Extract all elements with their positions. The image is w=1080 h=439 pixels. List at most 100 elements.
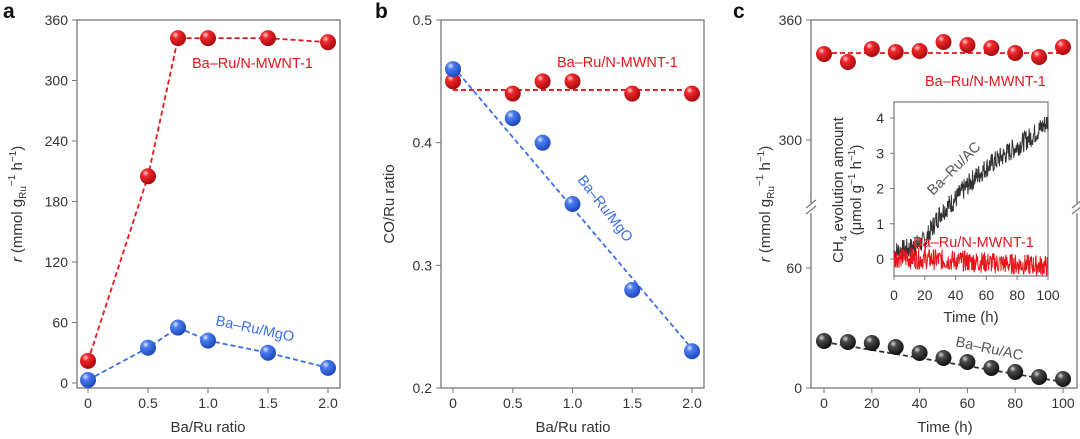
inset-chart: 0 20 40 60 80 100 0 1 2 3 4 Time (h) CH4 evolution…	[830, 101, 1060, 326]
data-point	[320, 34, 336, 51]
data-point	[445, 73, 461, 90]
inset-y-tick-label: 3	[876, 145, 884, 161]
data-point	[564, 196, 581, 212]
inset-x-tick-label: 20	[917, 287, 933, 303]
x-axis-title: Ba/Ru ratio	[535, 419, 610, 436]
inset-series-label-red: Ba–Ru/N-MWNT-1	[913, 235, 1034, 251]
x-tick-label: 1.5	[623, 395, 643, 411]
y-tick-label: 0.4	[413, 135, 433, 151]
panel-a: 0 0.5 1.0 1.5 2.0 0 60 120 180 240 300 360 Ba/Ru ra…	[7, 12, 341, 436]
data-point	[816, 333, 832, 349]
y-tick-label: 240	[45, 133, 69, 149]
data-point	[959, 37, 976, 53]
inset-y-tick-label: 0	[876, 251, 884, 267]
data-point	[935, 350, 952, 366]
x-tick-label: 1.0	[198, 395, 218, 411]
data-point	[200, 30, 216, 47]
data-point	[839, 54, 856, 70]
data-point	[887, 44, 904, 60]
data-point	[1031, 49, 1048, 65]
data-point	[260, 344, 276, 361]
data-point	[887, 339, 904, 355]
data-point	[684, 85, 700, 102]
x-tick-label: 60	[960, 395, 976, 411]
data-point	[80, 352, 96, 369]
panel-letter-b: b	[375, 0, 388, 23]
y-tick-label: 0.2	[413, 380, 433, 396]
data-point	[170, 30, 186, 47]
inset-x-tick-label: 0	[890, 287, 898, 303]
x-tick-label: 0.5	[138, 395, 158, 411]
y-axis-title: r (mmol gRu−1 h−1)	[755, 146, 777, 262]
x-tick-label: 80	[1007, 395, 1023, 411]
data-point	[200, 332, 216, 349]
x-tick-label: 2.0	[318, 395, 338, 411]
series-label-blue: Ba–Ru/MgO	[214, 313, 295, 345]
inset-y-axis-title-line1: CH4 evolution amount	[830, 116, 850, 262]
x-tick-label: 40	[912, 395, 928, 411]
x-tick-label: 2.0	[682, 395, 702, 411]
data-point	[911, 345, 928, 361]
inset-series-line	[893, 247, 1049, 277]
data-point	[935, 34, 952, 50]
y-tick-label: 360	[779, 12, 803, 28]
inset-y-tick-label: 2	[876, 181, 884, 197]
data-point	[863, 335, 880, 351]
data-point	[140, 168, 156, 185]
inset-x-tick-label: 80	[1009, 287, 1025, 303]
data-point	[816, 46, 832, 62]
x-axis-title: Ba/Ru ratio	[170, 419, 245, 436]
y-tick-label: 300	[779, 132, 803, 148]
series-fit-line	[87, 326, 329, 381]
data-point	[1031, 369, 1048, 385]
panel-letter-c: c	[733, 0, 745, 23]
x-tick-label: 20	[864, 395, 880, 411]
data-point	[624, 85, 641, 102]
data-point	[80, 371, 96, 388]
data-point	[911, 43, 928, 59]
data-point	[839, 334, 856, 350]
y-tick-label: 0	[794, 380, 802, 396]
data-point	[1007, 364, 1024, 380]
series-label-blue: Ba–Ru/MgO	[574, 173, 636, 246]
y-tick-label: 0	[60, 375, 68, 391]
data-point	[983, 40, 1000, 56]
y-tick-label: 0.3	[413, 257, 433, 273]
inset-y-tick-label: 1	[876, 216, 884, 232]
y-tick-label: 0.5	[413, 12, 433, 28]
data-point	[170, 319, 186, 336]
y-tick-label: 60	[52, 315, 68, 331]
x-tick-label: 0	[84, 395, 92, 411]
y-tick-label: 180	[45, 194, 69, 210]
y-tick-label: 360	[45, 12, 69, 28]
data-point	[504, 85, 521, 102]
inset-x-tick-label: 40	[948, 287, 964, 303]
series-label-red: Ba–Ru/N-MWNT-1	[925, 74, 1046, 90]
data-point	[624, 281, 641, 298]
data-point	[684, 343, 700, 360]
x-tick-label: 0	[449, 395, 457, 411]
data-point	[983, 360, 1000, 376]
x-tick-label: 0.5	[503, 395, 523, 411]
series-fit-line	[87, 37, 329, 362]
data-point	[564, 73, 581, 90]
data-point	[1055, 39, 1071, 55]
y-axis-title: CO/Ru ratio	[381, 164, 398, 243]
y-axis-title: r (mmol gRu−1 h−1)	[7, 146, 29, 262]
axis-break-marks	[805, 199, 1080, 215]
data-point	[320, 359, 336, 376]
inset-y-axis-title-line2: (μmol g−1 h−1)	[847, 145, 865, 236]
x-tick-label: 100	[1051, 395, 1075, 411]
data-point	[260, 30, 276, 47]
data-point	[534, 73, 551, 90]
series-label-red: Ba–Ru/N-MWNT-1	[557, 55, 678, 71]
y-tick-label: 120	[45, 254, 69, 270]
inset-x-axis-title: Time (h)	[943, 309, 998, 326]
y-tick-label: 300	[45, 73, 69, 89]
panel-b: 0 0.5 1.0 1.5 2.0 0.2 0.3 0.4 0.5 Ba/Ru ratio CO…	[381, 12, 705, 436]
panel-letter-a: a	[3, 0, 15, 23]
series-label-red: Ba–Ru/N-MWNT-1	[192, 56, 313, 72]
y-tick-label: 60	[786, 260, 802, 276]
